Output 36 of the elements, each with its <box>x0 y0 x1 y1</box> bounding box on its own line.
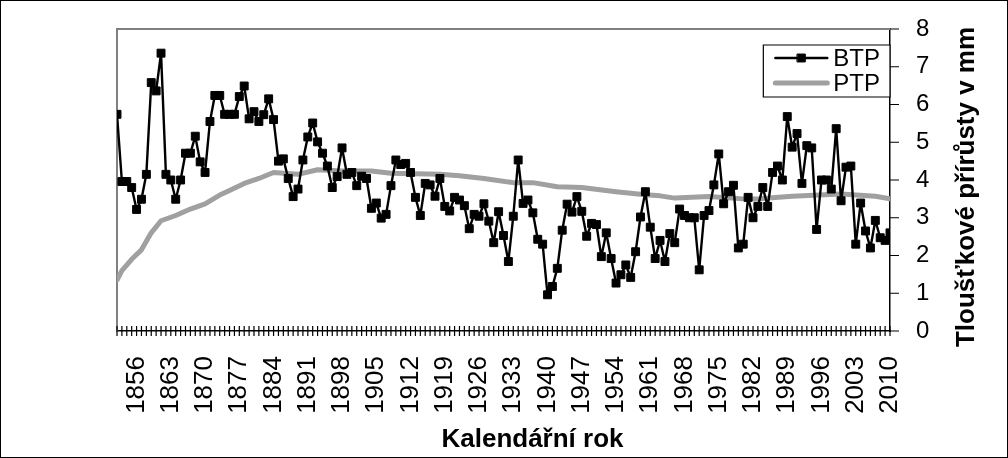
x-tick-label: 1989 <box>770 356 801 414</box>
y-tick-label: 7 <box>916 51 930 79</box>
x-axis-title: Kalendářní rok <box>441 423 625 454</box>
x-tick-label: 1898 <box>325 356 356 414</box>
y-tick-label: 2 <box>916 240 930 268</box>
x-tick-label: 1940 <box>530 356 561 414</box>
x-tick-label: 1884 <box>256 356 287 414</box>
y-tick-label: 6 <box>916 89 930 117</box>
x-tick-label: 1954 <box>599 356 630 414</box>
y-axis-title: Tloušťkové přírůsty v mm <box>950 26 981 348</box>
y-tick-label: 4 <box>916 164 930 192</box>
x-tick-label: 1968 <box>667 356 698 414</box>
legend-label: PTP <box>833 68 881 96</box>
x-tick-label: 1891 <box>290 356 321 414</box>
x-tick-label: 1961 <box>633 356 664 414</box>
x-tick-label: 1919 <box>427 356 458 414</box>
x-tick-label: 1877 <box>222 356 253 414</box>
y-tick-label: 1 <box>916 277 930 305</box>
x-tick-label: 1905 <box>359 356 390 414</box>
x-tick-label: 1870 <box>188 356 219 414</box>
x-tick-label: 1856 <box>119 356 150 414</box>
x-tick-label: 1996 <box>804 356 835 414</box>
x-tick-label: 1933 <box>496 356 527 414</box>
x-tick-label: 1982 <box>736 356 767 414</box>
y-tick-label: 3 <box>916 202 930 230</box>
x-tick-label: 1975 <box>701 356 732 414</box>
y-tick-label: 0 <box>916 315 930 343</box>
x-tick-label: 2003 <box>838 356 869 414</box>
x-tick-label: 1863 <box>153 356 184 414</box>
x-tick-label: 2010 <box>873 356 904 414</box>
y-tick-label: 5 <box>916 126 930 154</box>
legend-label: BTP <box>833 43 881 71</box>
x-tick-label: 1926 <box>462 356 493 414</box>
x-tick-label: 1947 <box>564 356 595 414</box>
y-tick-label: 8 <box>916 13 930 41</box>
x-tick-label: 1912 <box>393 356 424 414</box>
